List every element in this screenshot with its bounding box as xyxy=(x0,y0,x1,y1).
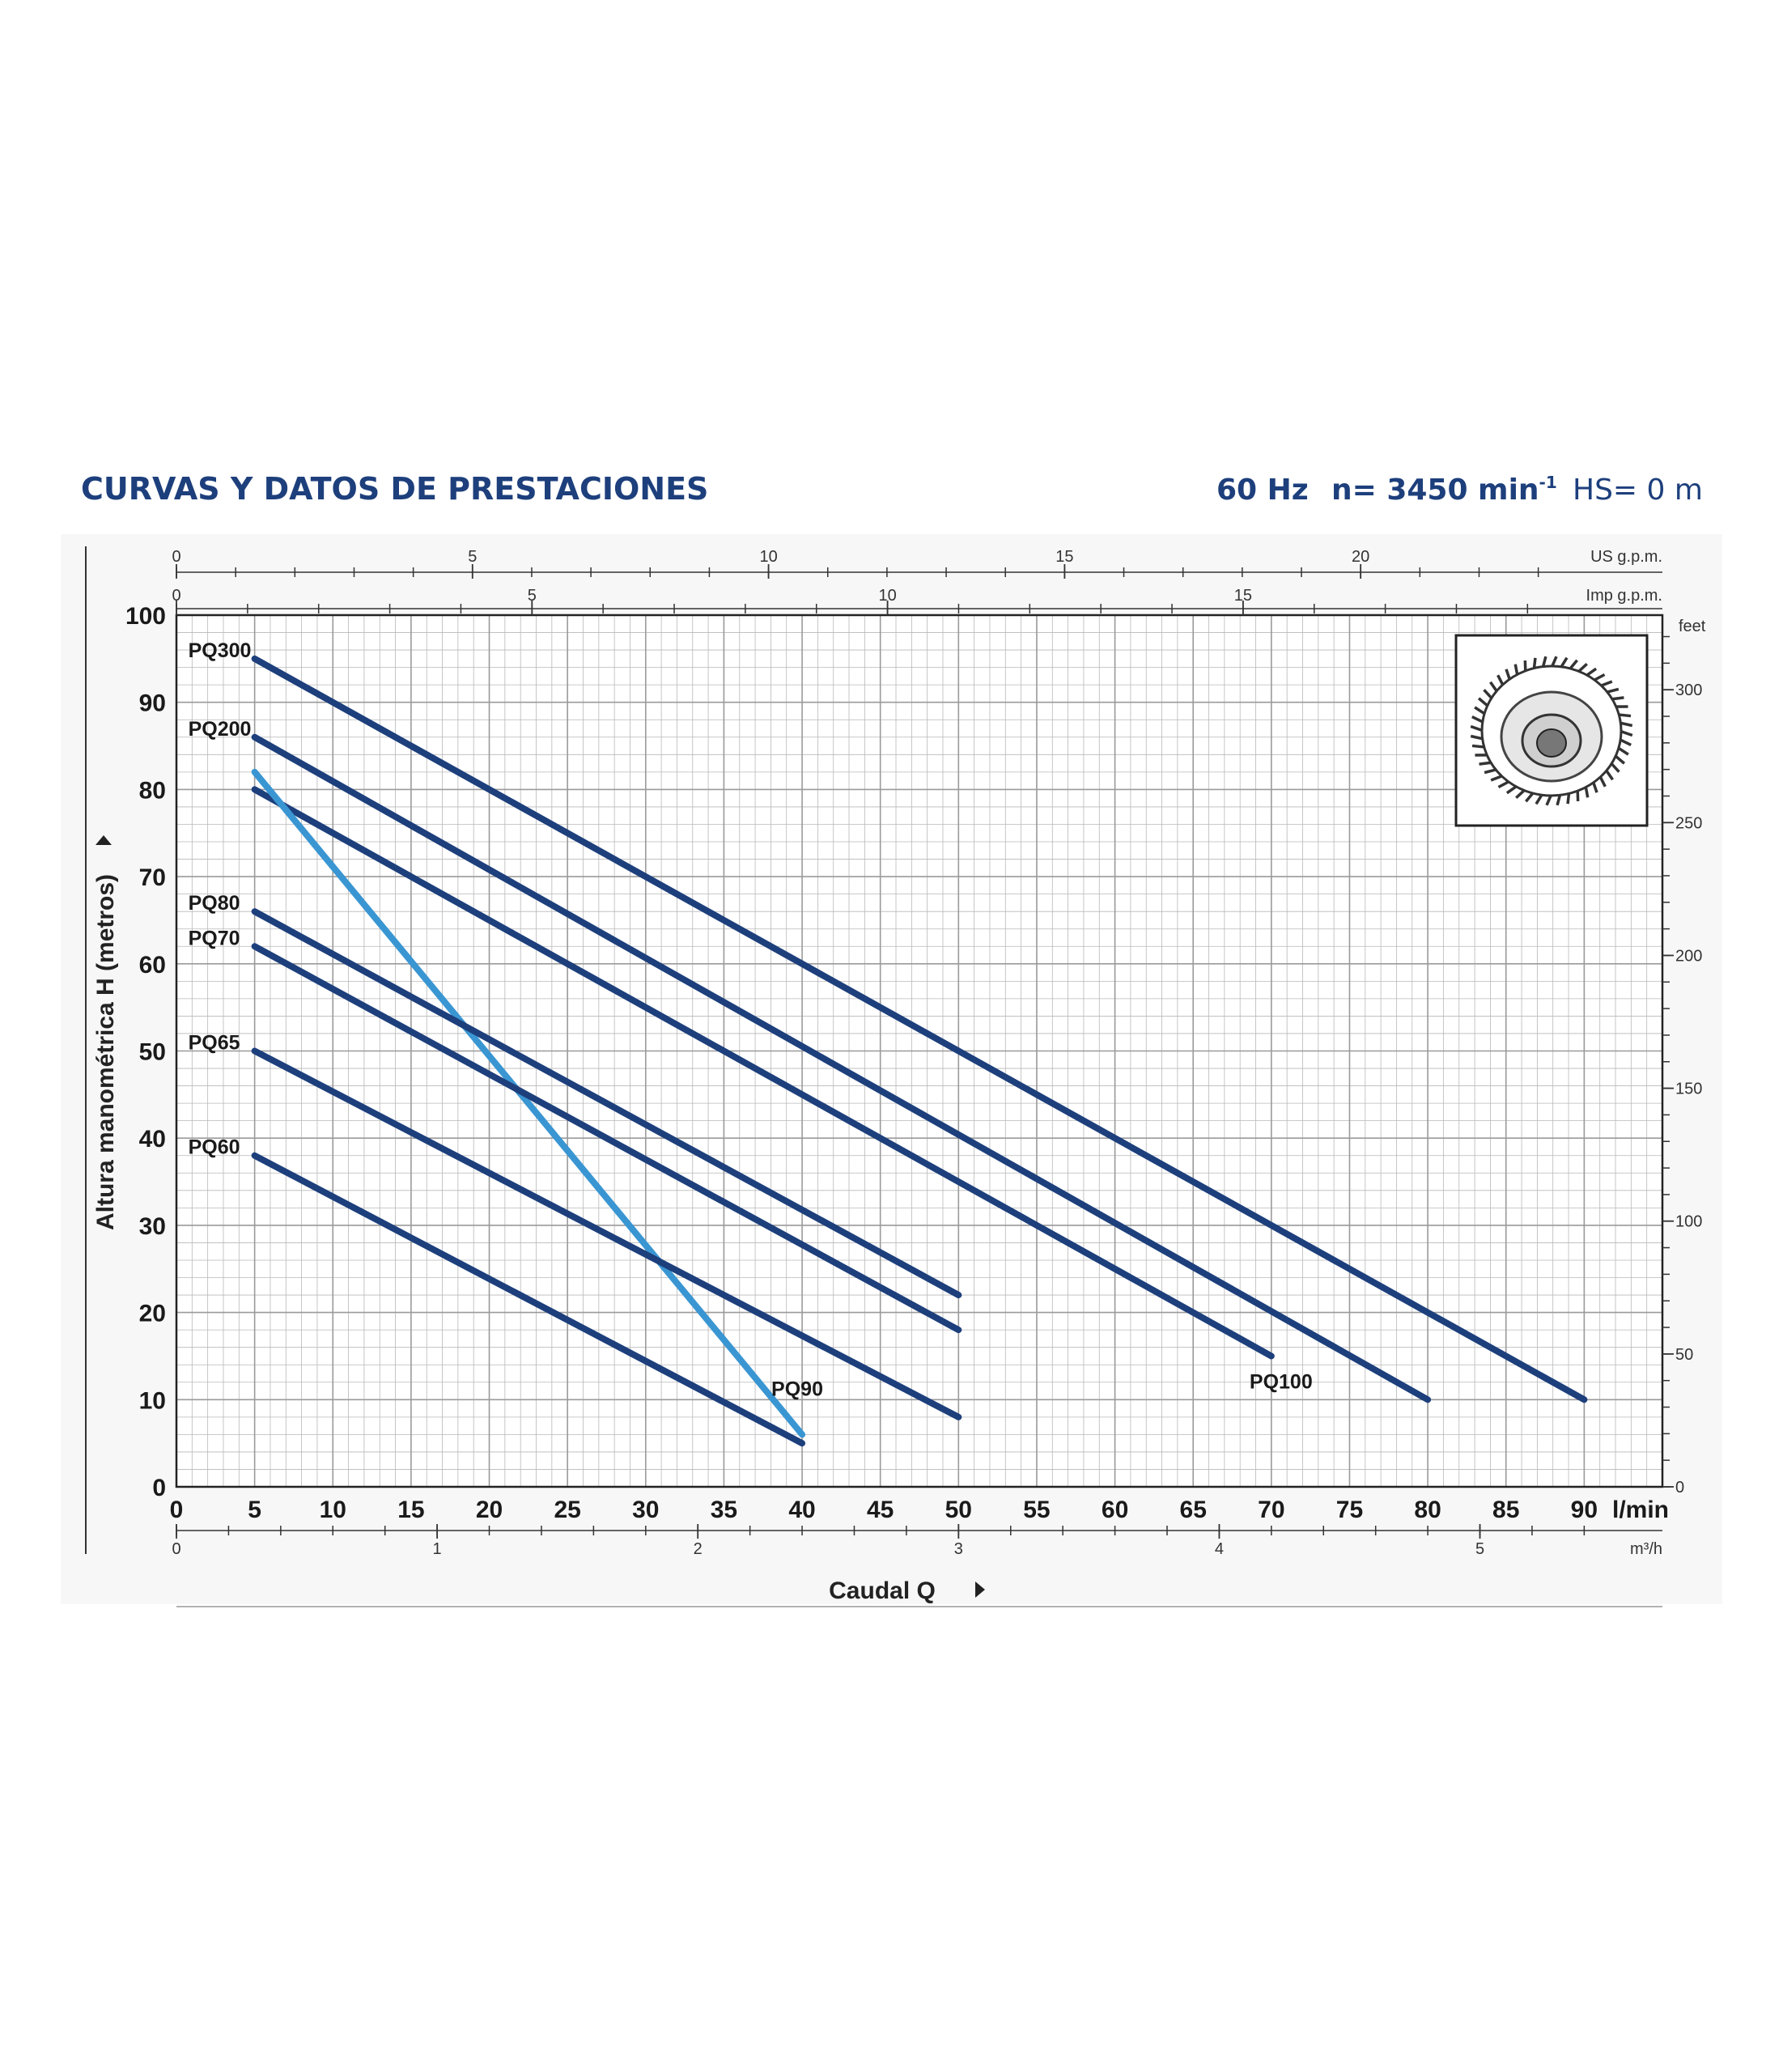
x-tick-label: 85 xyxy=(1492,1497,1519,1523)
curve-pq100 xyxy=(251,786,1275,1360)
y-axis-ticks: 0 10 20 30 40 50 60 70 80 90 100 xyxy=(125,603,166,1501)
m3h-tick-label: 4 xyxy=(1215,1540,1224,1558)
x-tick-label: 75 xyxy=(1336,1497,1363,1523)
x-tick-label: 20 xyxy=(476,1497,503,1523)
m3h-tick-label: 3 xyxy=(954,1540,963,1558)
imp-gpm-tick-label: 0 xyxy=(172,587,180,605)
curve-pq80 xyxy=(251,908,962,1299)
curve-label-pq60: PQ60 xyxy=(189,1136,240,1159)
curve-pq200 xyxy=(251,733,1432,1403)
imp-gpm-tick-label: 15 xyxy=(1234,587,1252,605)
y-tick-label: 30 xyxy=(139,1213,166,1240)
us-gpm-tick-label: 5 xyxy=(468,548,477,566)
x-tick-label: 10 xyxy=(320,1497,346,1523)
series-group xyxy=(251,655,1588,1447)
feet-tick-label: 0 xyxy=(1675,1479,1684,1497)
us-gpm-tick-label: 15 xyxy=(1055,548,1073,566)
imp-gpm-tick-label: 10 xyxy=(878,587,896,605)
y-tick-label: 10 xyxy=(139,1387,166,1414)
series-labels-group: PQ300 PQ200 PQ100 PQ90 PQ80 PQ70 PQ65 PQ60 xyxy=(189,639,1313,1401)
y-tick-label: 20 xyxy=(139,1301,166,1327)
x-tick-label: 25 xyxy=(554,1497,580,1523)
speed-value: n= 3450 min xyxy=(1331,473,1539,507)
y-axis-title: Altura manométrica H (metros) xyxy=(92,874,119,1230)
curve-label-pq200: PQ200 xyxy=(189,718,252,741)
x-tick-label: 55 xyxy=(1023,1497,1050,1523)
us-gpm-tick-label: 20 xyxy=(1352,548,1369,566)
feet-tick-label: 100 xyxy=(1675,1213,1702,1231)
m3h-unit: m³/h xyxy=(1630,1540,1662,1558)
m3h-tick-label: 1 xyxy=(433,1540,442,1558)
curve-pq90 xyxy=(251,768,806,1438)
impeller-bore xyxy=(1536,728,1567,758)
curve-label-pq65: PQ65 xyxy=(189,1032,240,1055)
curve-label-pq300: PQ300 xyxy=(189,639,252,662)
y-tick-label: 60 xyxy=(139,952,166,979)
x-tick-label: 60 xyxy=(1102,1497,1128,1523)
feet-tick-label: 200 xyxy=(1675,947,1702,965)
x-tick-label: 50 xyxy=(945,1497,972,1523)
feet-tick-label: 250 xyxy=(1675,814,1702,832)
x-unit-label: l/min xyxy=(1612,1497,1669,1523)
feet-tick-label: 150 xyxy=(1675,1081,1702,1098)
imp-gpm-axis: Imp g.p.m. 0 5 10 15 xyxy=(172,587,1662,615)
plot-frame xyxy=(175,614,1664,1488)
x-tick-label: 35 xyxy=(711,1497,737,1523)
frequency-label: 60 Hz xyxy=(1216,473,1309,507)
impeller-illustration xyxy=(1454,634,1649,827)
y-tick-label: 100 xyxy=(125,603,166,630)
x-tick-label: 90 xyxy=(1571,1497,1598,1523)
y-tick-label: 0 xyxy=(152,1475,166,1501)
suction-head-label: HS= 0 m xyxy=(1573,473,1703,507)
curve-pq65 xyxy=(251,1047,962,1420)
feet-axis: feet 0 50 100 150 200 250 300 xyxy=(1662,618,1706,1497)
us-gpm-axis: US g.p.m. 0 5 10 15 20 xyxy=(172,548,1662,579)
curve-pq70 xyxy=(251,943,962,1334)
speed-exponent: -1 xyxy=(1539,473,1557,492)
y-axis-title-group: Altura manométrica H (metros) xyxy=(92,835,119,1230)
y-tick-label: 80 xyxy=(139,777,166,804)
x-axis-arrow-icon xyxy=(975,1582,985,1598)
curve-pq60 xyxy=(251,1152,806,1447)
m3h-tick-label: 5 xyxy=(1475,1540,1484,1558)
x-tick-label: 5 xyxy=(248,1497,261,1523)
y-tick-label: 40 xyxy=(139,1126,166,1153)
x-tick-label: 40 xyxy=(788,1497,815,1523)
m3h-axis: m³/h 0 1 2 3 4 5 xyxy=(172,1524,1662,1558)
curve-label-pq70: PQ70 xyxy=(189,927,240,949)
x-tick-label: 0 xyxy=(170,1497,184,1523)
curve-pq300 xyxy=(251,655,1588,1403)
x-axis-ticks: 0 5 10 15 20 25 30 35 40 45 50 55 60 65 70 75 80 85 90 xyxy=(170,1497,1598,1523)
x-tick-label: 15 xyxy=(397,1497,424,1523)
feet-tick-label: 50 xyxy=(1675,1346,1693,1364)
x-tick-label: 65 xyxy=(1180,1497,1207,1523)
y-tick-label: 70 xyxy=(139,864,166,891)
y-axis-arrow-icon xyxy=(96,835,112,845)
m3h-tick-label: 2 xyxy=(694,1540,703,1558)
y-tick-label: 90 xyxy=(139,690,166,717)
curve-label-pq100: PQ100 xyxy=(1250,1370,1313,1393)
feet-tick-label: 300 xyxy=(1675,681,1702,699)
curve-label-pq80: PQ80 xyxy=(189,892,240,915)
x-axis-title: Caudal Q xyxy=(829,1577,936,1604)
y-tick-label: 50 xyxy=(139,1039,166,1066)
us-gpm-unit: US g.p.m. xyxy=(1590,548,1662,566)
x-tick-label: 70 xyxy=(1258,1497,1284,1523)
x-tick-label: 80 xyxy=(1414,1497,1441,1523)
curve-label-pq90: PQ90 xyxy=(771,1378,823,1400)
us-gpm-tick-label: 0 xyxy=(172,548,180,566)
page-title: CURVAS Y DATOS DE PRESTACIONES xyxy=(81,471,708,507)
feet-unit: feet xyxy=(1679,618,1706,635)
speed-label: n= 3450 min-1 xyxy=(1331,473,1557,507)
x-tick-label: 45 xyxy=(867,1497,894,1523)
imp-gpm-unit: Imp g.p.m. xyxy=(1586,587,1662,605)
m3h-tick-label: 0 xyxy=(172,1540,180,1558)
us-gpm-tick-label: 10 xyxy=(759,548,777,566)
x-tick-label: 30 xyxy=(632,1497,659,1523)
imp-gpm-tick-label: 5 xyxy=(528,587,537,605)
